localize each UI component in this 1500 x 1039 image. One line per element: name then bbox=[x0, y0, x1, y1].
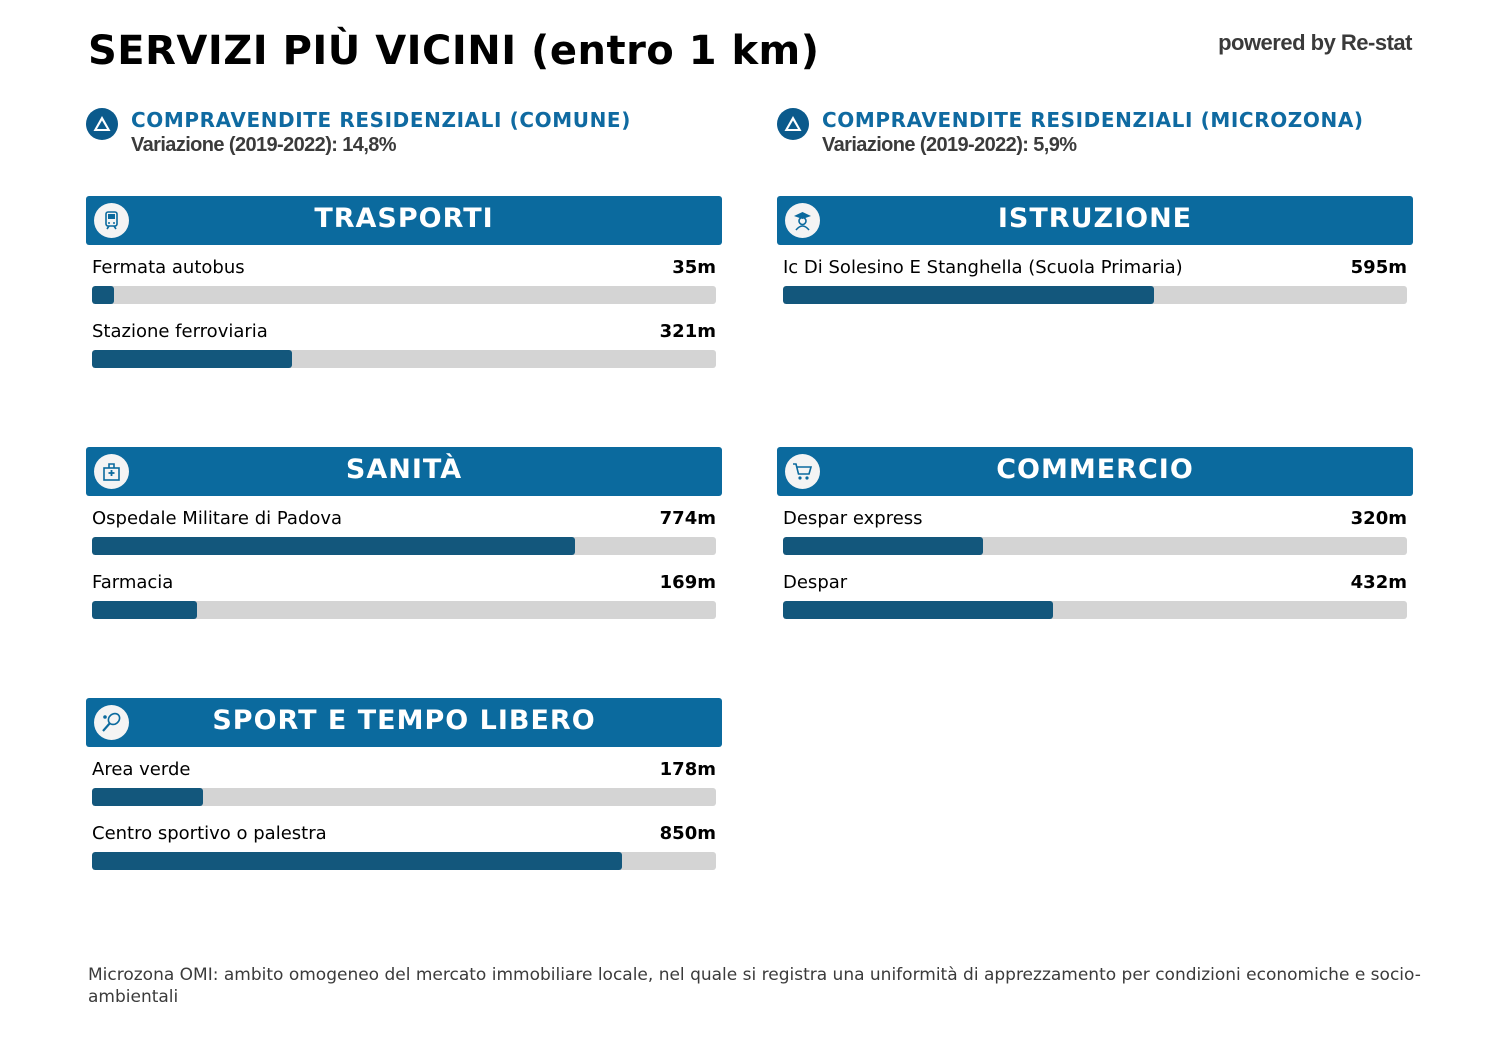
kpi-variation: Variazione (2019-2022): 5,9% bbox=[822, 134, 1077, 156]
distance-bar-track bbox=[92, 537, 716, 555]
distance-bar bbox=[92, 286, 114, 304]
category-card: TRASPORTI Fermata autobus 35m Stazione ferr… bbox=[86, 196, 722, 373]
triangle-up-icon bbox=[86, 108, 118, 140]
distance-bar bbox=[783, 601, 1053, 619]
service-row: Ospedale Militare di Padova 774m bbox=[92, 496, 716, 560]
category-header: ISTRUZIONE bbox=[777, 196, 1413, 245]
category-card: SPORT E TEMPO LIBERO Area verde 178m Centro… bbox=[86, 698, 722, 875]
category-card: SANITÀ Ospedale Militare di Padova 774m Far… bbox=[86, 447, 722, 624]
service-name: Centro sportivo o palestra bbox=[92, 823, 327, 844]
service-name: Despar express bbox=[783, 508, 923, 529]
category-title: COMMERCIO bbox=[996, 454, 1194, 485]
distance-bar bbox=[92, 350, 292, 368]
category-title: ISTRUZIONE bbox=[997, 203, 1193, 234]
category-title: SPORT E TEMPO LIBERO bbox=[212, 705, 596, 736]
service-row: Despar express 320m bbox=[783, 496, 1407, 560]
distance-bar bbox=[92, 537, 575, 555]
kpi-comune: COMPRAVENDITE RESIDENZIALI (COMUNE) Vari… bbox=[86, 106, 726, 162]
service-row: Centro sportivo o palestra 850m bbox=[92, 811, 716, 875]
distance-bar bbox=[92, 852, 622, 870]
kpi-label: COMPRAVENDITE RESIDENZIALI (COMUNE) bbox=[131, 108, 631, 132]
service-distance: 178m bbox=[659, 759, 716, 780]
service-distance: 169m bbox=[659, 572, 716, 593]
service-name: Ospedale Militare di Padova bbox=[92, 508, 343, 529]
page-title: SERVIZI PIÙ VICINI (entro 1 km) bbox=[88, 28, 820, 74]
service-distance: 321m bbox=[659, 321, 716, 342]
category-title: TRASPORTI bbox=[314, 203, 494, 234]
distance-bar-track bbox=[92, 286, 716, 304]
category-header: TRASPORTI bbox=[86, 196, 722, 245]
distance-bar bbox=[783, 537, 983, 555]
category-title: SANITÀ bbox=[345, 454, 463, 485]
distance-bar bbox=[92, 788, 203, 806]
kpi-label: COMPRAVENDITE RESIDENZIALI (MICROZONA) bbox=[822, 108, 1364, 132]
hospital-icon bbox=[94, 454, 129, 489]
service-row: Area verde 178m bbox=[92, 747, 716, 811]
service-distance: 432m bbox=[1350, 572, 1407, 593]
kpi-variation: Variazione (2019-2022): 14,8% bbox=[131, 134, 397, 156]
powered-by-logo: powered by Re-stat bbox=[1218, 30, 1412, 55]
distance-bar-track bbox=[783, 286, 1407, 304]
service-name: Ic Di Solesino E Stanghella (Scuola Prim… bbox=[783, 257, 1183, 278]
category-header: COMMERCIO bbox=[777, 447, 1413, 496]
distance-bar bbox=[92, 601, 197, 619]
service-name: Farmacia bbox=[92, 572, 174, 593]
distance-bar-track bbox=[92, 601, 716, 619]
service-name: Fermata autobus bbox=[92, 257, 245, 278]
shopping-cart-icon bbox=[785, 454, 820, 489]
kpi-microzona: COMPRAVENDITE RESIDENZIALI (MICROZONA) V… bbox=[777, 106, 1417, 162]
service-distance: 850m bbox=[659, 823, 716, 844]
tennis-racket-icon bbox=[94, 705, 129, 740]
distance-bar-track bbox=[92, 350, 716, 368]
student-icon bbox=[785, 203, 820, 238]
category-card: COMMERCIO Despar express 320m Despar 432m bbox=[777, 447, 1413, 624]
category-header: SPORT E TEMPO LIBERO bbox=[86, 698, 722, 747]
service-name: Despar bbox=[783, 572, 848, 593]
service-row: Farmacia 169m bbox=[92, 560, 716, 624]
train-icon bbox=[94, 203, 129, 238]
service-row: Stazione ferroviaria 321m bbox=[92, 309, 716, 373]
service-distance: 774m bbox=[659, 508, 716, 529]
category-header: SANITÀ bbox=[86, 447, 722, 496]
distance-bar bbox=[783, 286, 1154, 304]
service-name: Area verde bbox=[92, 759, 191, 780]
distance-bar-track bbox=[783, 601, 1407, 619]
service-name: Stazione ferroviaria bbox=[92, 321, 268, 342]
service-row: Ic Di Solesino E Stanghella (Scuola Prim… bbox=[783, 245, 1407, 309]
service-row: Despar 432m bbox=[783, 560, 1407, 624]
service-distance: 35m bbox=[672, 257, 716, 278]
service-distance: 320m bbox=[1350, 508, 1407, 529]
distance-bar-track bbox=[92, 788, 716, 806]
distance-bar-track bbox=[783, 537, 1407, 555]
triangle-up-icon bbox=[777, 108, 809, 140]
footer-note: Microzona OMI: ambito omogeneo del merca… bbox=[88, 965, 1421, 1007]
service-distance: 595m bbox=[1350, 257, 1407, 278]
service-row: Fermata autobus 35m bbox=[92, 245, 716, 309]
category-card: ISTRUZIONE Ic Di Solesino E Stanghella (S… bbox=[777, 196, 1413, 309]
distance-bar-track bbox=[92, 852, 716, 870]
